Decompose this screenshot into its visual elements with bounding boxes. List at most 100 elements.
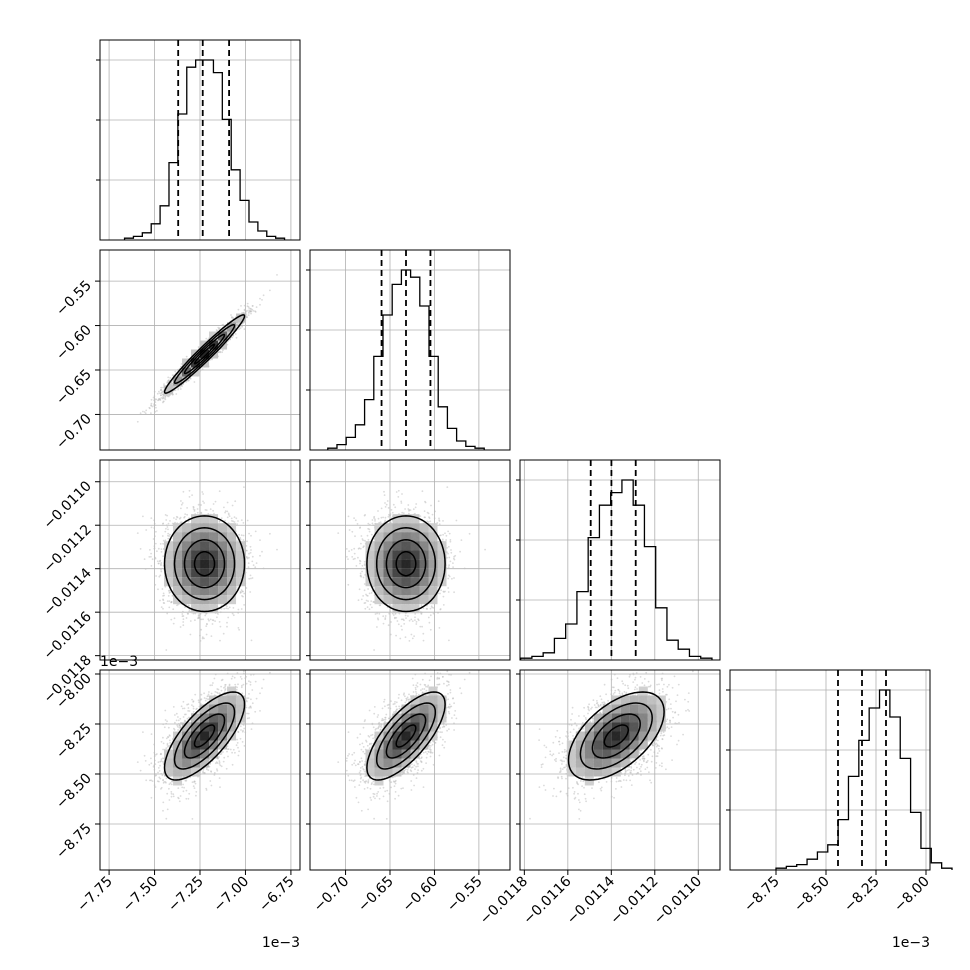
density-cell [428,541,438,551]
y-tick-label: −8.75 [53,821,95,863]
density-cell [164,568,174,578]
density-cell [593,758,603,768]
density-cell [401,586,411,596]
density-cell [575,740,585,750]
contour-2 [173,323,236,385]
density-cell [620,740,630,750]
density-cell [428,704,438,714]
x-tick-label: −7.50 [120,874,162,916]
y-tick-label: −0.0110 [41,478,95,532]
density-cell [437,568,447,578]
density-cell [392,532,402,542]
density-cell [218,704,228,714]
density-cell [410,586,420,596]
density-cell [410,523,420,533]
density-cell [191,559,201,569]
density-cell [218,595,228,605]
density-cell [209,514,219,524]
density-cell [410,514,420,524]
density-cell [200,586,210,596]
density-cell [200,713,210,723]
density-cell [638,731,648,741]
density-cell [656,713,666,723]
x-offset-text: 1e−3 [262,935,300,951]
density-cell [218,559,228,569]
contour-0 [395,550,417,577]
density-cell [629,695,639,705]
density-cell [419,541,429,551]
density-cell [227,686,237,696]
density-cell [428,577,438,587]
contour-3 [163,691,246,781]
density-cell [173,749,183,759]
density-cell [410,713,420,723]
x-tick-label: −8.50 [791,874,833,916]
density-cell [164,577,174,587]
scatter-points [136,274,278,423]
density-cell [218,331,228,341]
density-cell [383,749,393,759]
scatter-panel-1-0 [99,249,301,451]
x-tick-label: −0.55 [444,874,486,916]
density-cell [365,568,375,578]
density-cell [200,731,210,741]
density-cell [410,577,420,587]
density-cell [593,767,603,777]
density-cell [392,559,402,569]
density-cell [164,559,174,569]
density-cell [602,722,612,732]
density-cell [236,577,246,587]
density-cell [620,731,630,741]
density-cell [374,568,384,578]
density-cell [191,713,201,723]
y-tick-label: −0.65 [53,367,95,409]
density-cell [374,758,384,768]
density-cell [182,577,192,587]
density-cell [374,595,384,605]
density-cell [584,758,594,768]
density-cell [638,713,648,723]
contour-1 [591,713,641,759]
density-cell [419,532,429,542]
density-cell [182,541,192,551]
density-cell [218,532,228,542]
density-cell [173,758,183,768]
density-cell [164,550,174,560]
density-cell [593,713,603,723]
panel-frame [519,669,721,871]
density-cell [401,604,411,614]
density-cell [383,595,393,605]
density-cell [227,532,237,542]
panel-frame [99,249,301,451]
contour-3 [163,515,246,613]
panel-frame [729,669,931,871]
density-cell [173,568,183,578]
density-cell [419,586,429,596]
density-cell [392,550,402,560]
contour-0 [193,343,216,365]
histogram-step [520,479,713,660]
density-cell [437,559,447,569]
density-cell [401,514,411,524]
density-cell [428,595,438,605]
panel-frame [309,669,511,871]
density-cell [209,541,219,551]
density-cell [629,713,639,723]
density-cell [383,523,393,533]
density-cell [401,731,411,741]
density-cell [191,740,201,750]
y-tick-label: −0.55 [53,278,95,320]
density-cell [584,731,594,741]
density-cell [200,740,210,750]
density-cell [365,559,375,569]
density-cell [236,559,246,569]
density-cell [365,758,375,768]
density-cell [236,568,246,578]
density-cell [638,704,648,714]
density-cell [647,722,657,732]
density-cell [209,532,219,542]
x-offset-text: 1e−3 [892,935,930,951]
density-cell [401,568,411,578]
contour-3 [567,691,665,781]
density-cell [173,776,183,786]
